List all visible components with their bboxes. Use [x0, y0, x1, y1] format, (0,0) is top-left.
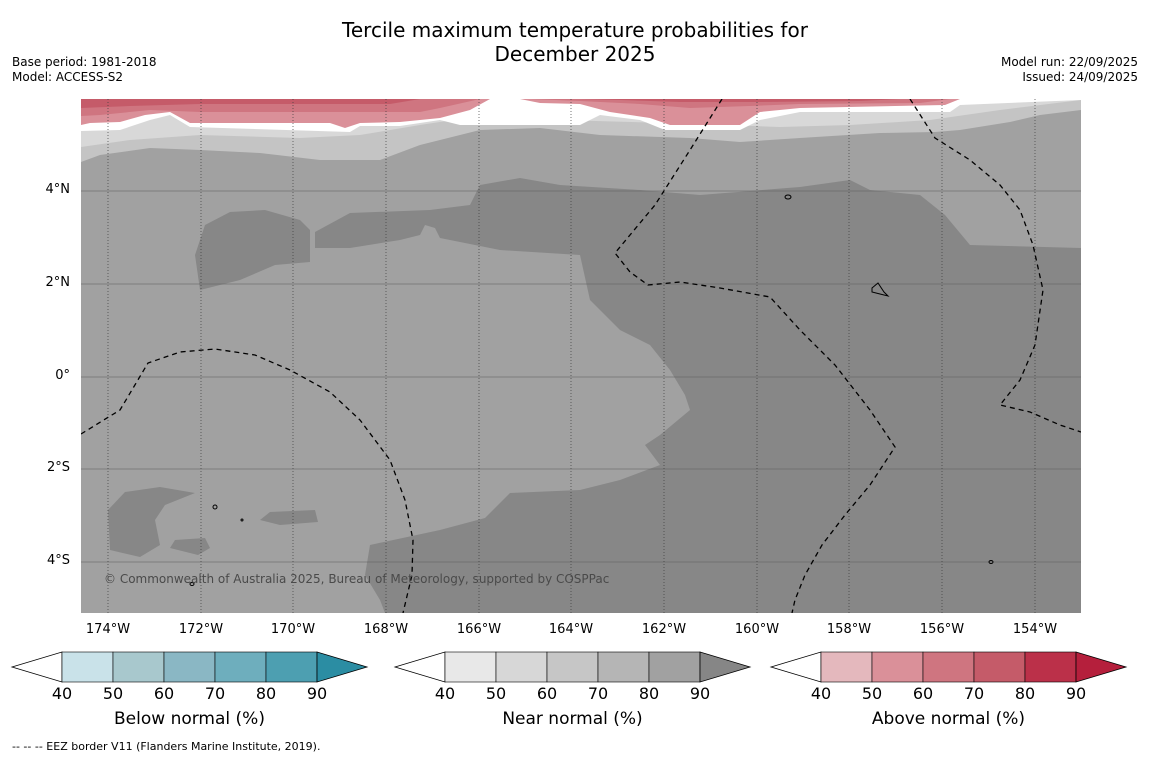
y-tick-4n: 4°N	[45, 182, 71, 197]
near-normal-90-blob-sw	[108, 487, 195, 557]
below-normal-cbar-tick: 40	[51, 684, 73, 703]
x-tick-174w: 174°W	[85, 622, 131, 637]
above-normal-80-band-east	[580, 99, 900, 102]
near-normal-cbar-tick: 70	[587, 684, 609, 703]
above-normal-cbar-tick: 40	[810, 684, 832, 703]
eez-borders	[81, 99, 1081, 613]
near-normal-cbar-tick: 60	[536, 684, 558, 703]
eez-border-west	[81, 348, 414, 613]
near-normal-90-region	[315, 178, 1081, 613]
near-normal-90-blob-small-2	[260, 510, 318, 525]
above-normal-70-band-east	[530, 99, 950, 108]
y-tick-2n: 2°N	[45, 275, 71, 290]
eez-border-central	[614, 99, 896, 613]
eez-border-east	[909, 99, 1081, 433]
y-tick-0: 0°	[55, 368, 70, 383]
above-normal-cbar-label: Above normal (%)	[871, 709, 1026, 729]
near-normal-cbar-tick: 50	[485, 684, 507, 703]
eez-footnote: -- -- -- EEZ border V11 (Flanders Marine…	[12, 740, 321, 753]
y-tick-2s: 2°S	[46, 460, 70, 475]
title-line-1: Tercile maximum temperature probabilitie…	[342, 18, 808, 42]
island-3	[212, 504, 218, 510]
x-tick-168w: 168°W	[363, 622, 409, 637]
base-period: Base period: 1981-2018	[12, 55, 157, 69]
island-5	[988, 560, 994, 564]
chart-title: Tercile maximum temperature probabilitie…	[0, 18, 1150, 66]
model-name: Model: ACCESS-S2	[12, 70, 124, 84]
meta-right: Model run: 22/09/2025 Issued: 24/09/2025	[1001, 55, 1138, 85]
islands	[189, 194, 994, 586]
x-tick-172w: 172°W	[178, 622, 224, 637]
map-area	[81, 99, 1081, 613]
island-2	[871, 282, 890, 297]
title-line-2: December 2025	[494, 42, 656, 66]
island-6	[240, 518, 244, 522]
x-tick-154w: 154°W	[1012, 622, 1058, 637]
x-tick-158w: 158°W	[826, 622, 872, 637]
near-normal-cbar-tick: 90	[689, 684, 711, 703]
below-normal-cbar-tick: 90	[306, 684, 328, 703]
above-normal-cbar-tick: 90	[1065, 684, 1087, 703]
x-tick-170w: 170°W	[270, 622, 316, 637]
near-normal-cbar-tick: 80	[638, 684, 660, 703]
issued-date: Issued: 24/09/2025	[1022, 70, 1138, 84]
near-normal-90-blob-west	[195, 210, 310, 290]
y-tick-4s: 4°S	[46, 553, 70, 568]
above-normal-60-band-east	[520, 99, 960, 125]
above-normal-80-band	[81, 99, 420, 108]
x-tick-162w: 162°W	[641, 622, 687, 637]
below-normal-cbar-tick: 50	[102, 684, 124, 703]
above-normal-cbar-tick: 60	[912, 684, 934, 703]
below-normal-cbar-label: Below normal (%)	[114, 709, 265, 729]
below-normal-cbar-tick: 70	[204, 684, 226, 703]
x-tick-164w: 164°W	[548, 622, 594, 637]
x-tick-166w: 166°W	[456, 622, 502, 637]
above-normal-cbar-tick: 50	[861, 684, 883, 703]
near-normal-cbar-tick: 40	[434, 684, 456, 703]
below-normal-cbar-tick: 80	[255, 684, 277, 703]
near-normal-cbar-label: Near normal (%)	[502, 709, 643, 729]
lat-gridlines	[81, 190, 1081, 563]
model-run: Model run: 22/09/2025	[1000, 55, 1138, 69]
island-4	[189, 582, 195, 586]
x-tick-156w: 156°W	[919, 622, 965, 637]
near-normal-90-blob-small-1	[170, 538, 210, 555]
copyright-text: © Commonwealth of Australia 2025, Bureau…	[104, 572, 610, 586]
below-normal-cbar-tick: 60	[153, 684, 175, 703]
meta-left: Base period: 1981-2018 Model: ACCESS-S2	[12, 55, 157, 85]
x-tick-160w: 160°W	[734, 622, 780, 637]
above-normal-cbar-tick: 80	[1014, 684, 1036, 703]
above-normal-cbar-tick: 70	[963, 684, 985, 703]
island-1	[784, 194, 792, 200]
